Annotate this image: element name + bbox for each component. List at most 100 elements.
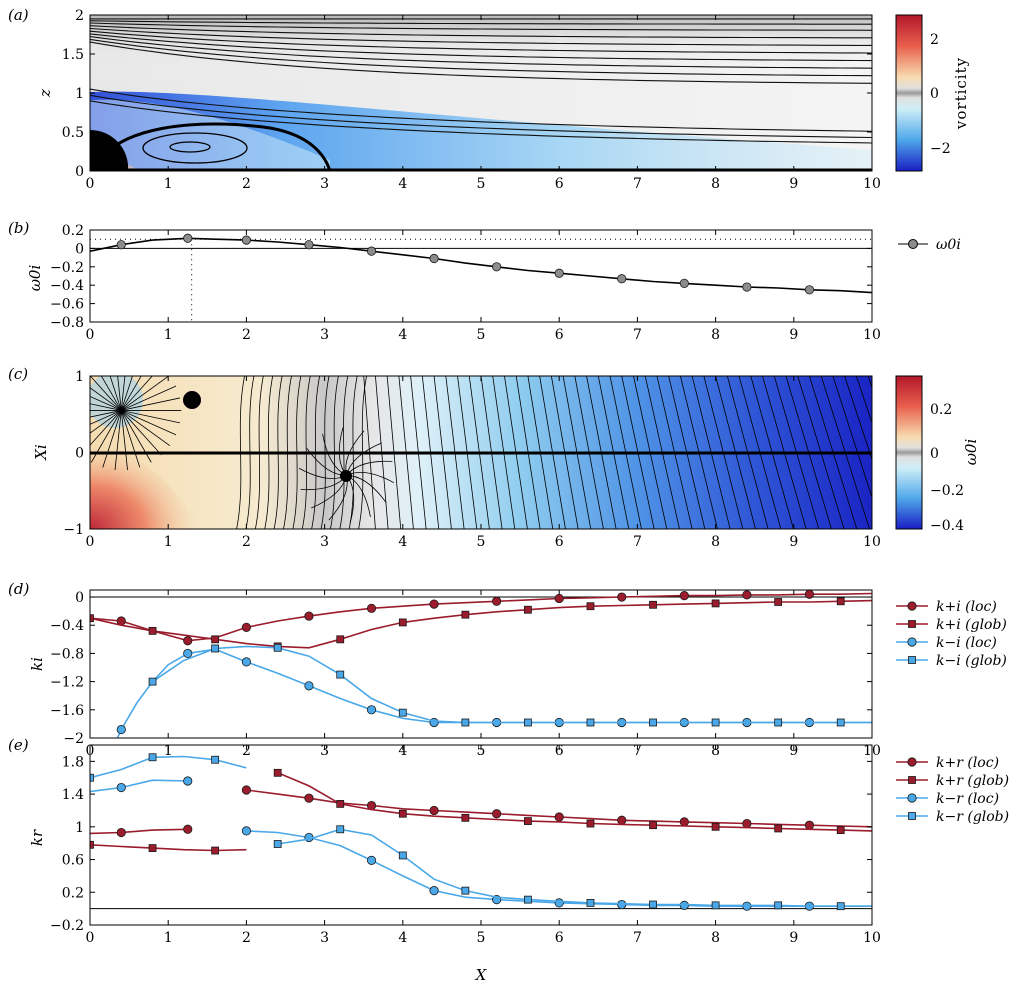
data-point	[336, 800, 345, 808]
data-point	[183, 636, 193, 646]
data-point	[742, 590, 752, 600]
data-point	[554, 812, 564, 822]
data-point	[398, 809, 407, 818]
data-point	[836, 826, 845, 834]
x-tick-label: 9	[789, 176, 798, 192]
data-point	[836, 718, 845, 727]
data-point	[183, 648, 193, 659]
data-point	[211, 846, 220, 855]
y-tick-label: 0.2	[62, 885, 84, 901]
vorticity-field	[90, 15, 872, 171]
x-tick-label: 6	[555, 534, 564, 550]
data-point	[711, 901, 720, 910]
x-tick-label: 1	[164, 743, 173, 759]
data-point	[241, 235, 251, 245]
legend-d: k+i (loc) k+i (glob) k−i (loc) k−i (glob)	[896, 599, 1007, 669]
y-tick-label: 0.6	[62, 853, 84, 869]
data-point	[211, 755, 220, 764]
panel-label-a: (a)	[8, 6, 29, 24]
legend-d-label: k−i (glob)	[936, 653, 1007, 669]
data-point	[492, 262, 502, 272]
data-point	[148, 677, 157, 686]
series-line-3	[152, 645, 872, 724]
series-line-3	[90, 755, 872, 907]
x-tick-label: 6	[555, 930, 564, 946]
plot-d	[90, 590, 872, 738]
data-point	[148, 844, 157, 852]
x-tick-label: 3	[320, 327, 329, 343]
data-point	[273, 840, 282, 848]
x-tick-label: 5	[477, 743, 486, 759]
data-point	[524, 605, 532, 614]
y-tick-label: 0.2	[62, 223, 84, 239]
x-tick-label: 9	[789, 930, 798, 946]
x-tick-label: 4	[398, 743, 407, 759]
x-tick-label: 0	[86, 930, 95, 946]
panel-label-e: (e)	[8, 736, 29, 754]
data-point	[116, 724, 126, 735]
cbar-a-tick-1: 0	[930, 86, 939, 102]
data-point	[554, 898, 564, 908]
series-line-1	[90, 772, 872, 852]
x-label: X	[475, 966, 488, 984]
data-point	[617, 815, 627, 825]
cbar-a-label: vorticity	[952, 57, 970, 130]
legend-d-label: k+i (glob)	[936, 617, 1007, 633]
y-tick-label: −1.2	[50, 675, 84, 691]
y-tick-label: 1.4	[62, 787, 84, 803]
y-tick-label: 0	[75, 164, 84, 180]
x-tick-label: 9	[789, 534, 798, 550]
data-point	[711, 822, 720, 831]
data-point	[183, 824, 193, 834]
x-tick-label: 2	[242, 327, 251, 343]
x-tick-label: 10	[863, 930, 881, 946]
data-point	[774, 598, 783, 606]
colorbar-a	[895, 14, 923, 172]
data-point	[336, 635, 345, 644]
x-tick-label: 6	[555, 327, 564, 343]
y-tick-label: 1	[75, 86, 84, 102]
y-tick-label: −0.6	[50, 297, 84, 313]
plot-b	[90, 233, 872, 322]
x-tick-label: 2	[242, 743, 251, 759]
data-point	[304, 240, 314, 250]
data-point	[586, 819, 595, 828]
series-line-0	[90, 237, 872, 294]
y-tick-label: −0.4	[50, 618, 84, 634]
data-point	[774, 901, 783, 910]
y-label-b: ω0i	[26, 265, 44, 292]
panel-label-c: (c)	[8, 365, 28, 383]
y-tick-label: −2	[63, 731, 84, 747]
data-point	[711, 599, 720, 608]
y-tick-label: −1	[63, 522, 84, 538]
data-point	[492, 596, 502, 606]
cbar-a-tick-2: −2	[930, 141, 951, 157]
x-tick-label: 8	[711, 327, 720, 343]
data-point	[649, 600, 657, 609]
data-point	[336, 825, 345, 834]
x-tick-label: 10	[863, 327, 881, 343]
axes-b: 0 1 2 3 4 5 6 7 8 9 10 0.2 0 −0.2 −0.4 −0.6 −0.8	[50, 223, 881, 343]
cbar-c-tick-0: 0.2	[930, 402, 952, 418]
x-tick-label: 1	[164, 534, 173, 550]
y-tick-label: −0.4	[50, 278, 84, 294]
y-label-a: z	[36, 89, 54, 98]
x-tick-label: 6	[555, 176, 564, 192]
data-point	[804, 285, 815, 295]
data-point	[211, 644, 220, 653]
data-point	[586, 718, 595, 727]
x-tick-label: 7	[633, 930, 642, 946]
data-point	[524, 895, 532, 904]
y-tick-label: 1.8	[62, 754, 84, 770]
saddle-point-2	[340, 470, 352, 482]
data-point	[183, 776, 193, 786]
y-tick-label: 0	[75, 446, 84, 462]
data-point	[554, 268, 564, 278]
x-tick-label: 3	[320, 176, 329, 192]
data-point	[524, 718, 532, 727]
data-point	[649, 821, 657, 830]
saddle-point-1	[183, 391, 201, 409]
data-point	[398, 851, 407, 860]
x-tick-label: 5	[477, 930, 486, 946]
x-tick-label: 5	[477, 534, 486, 550]
